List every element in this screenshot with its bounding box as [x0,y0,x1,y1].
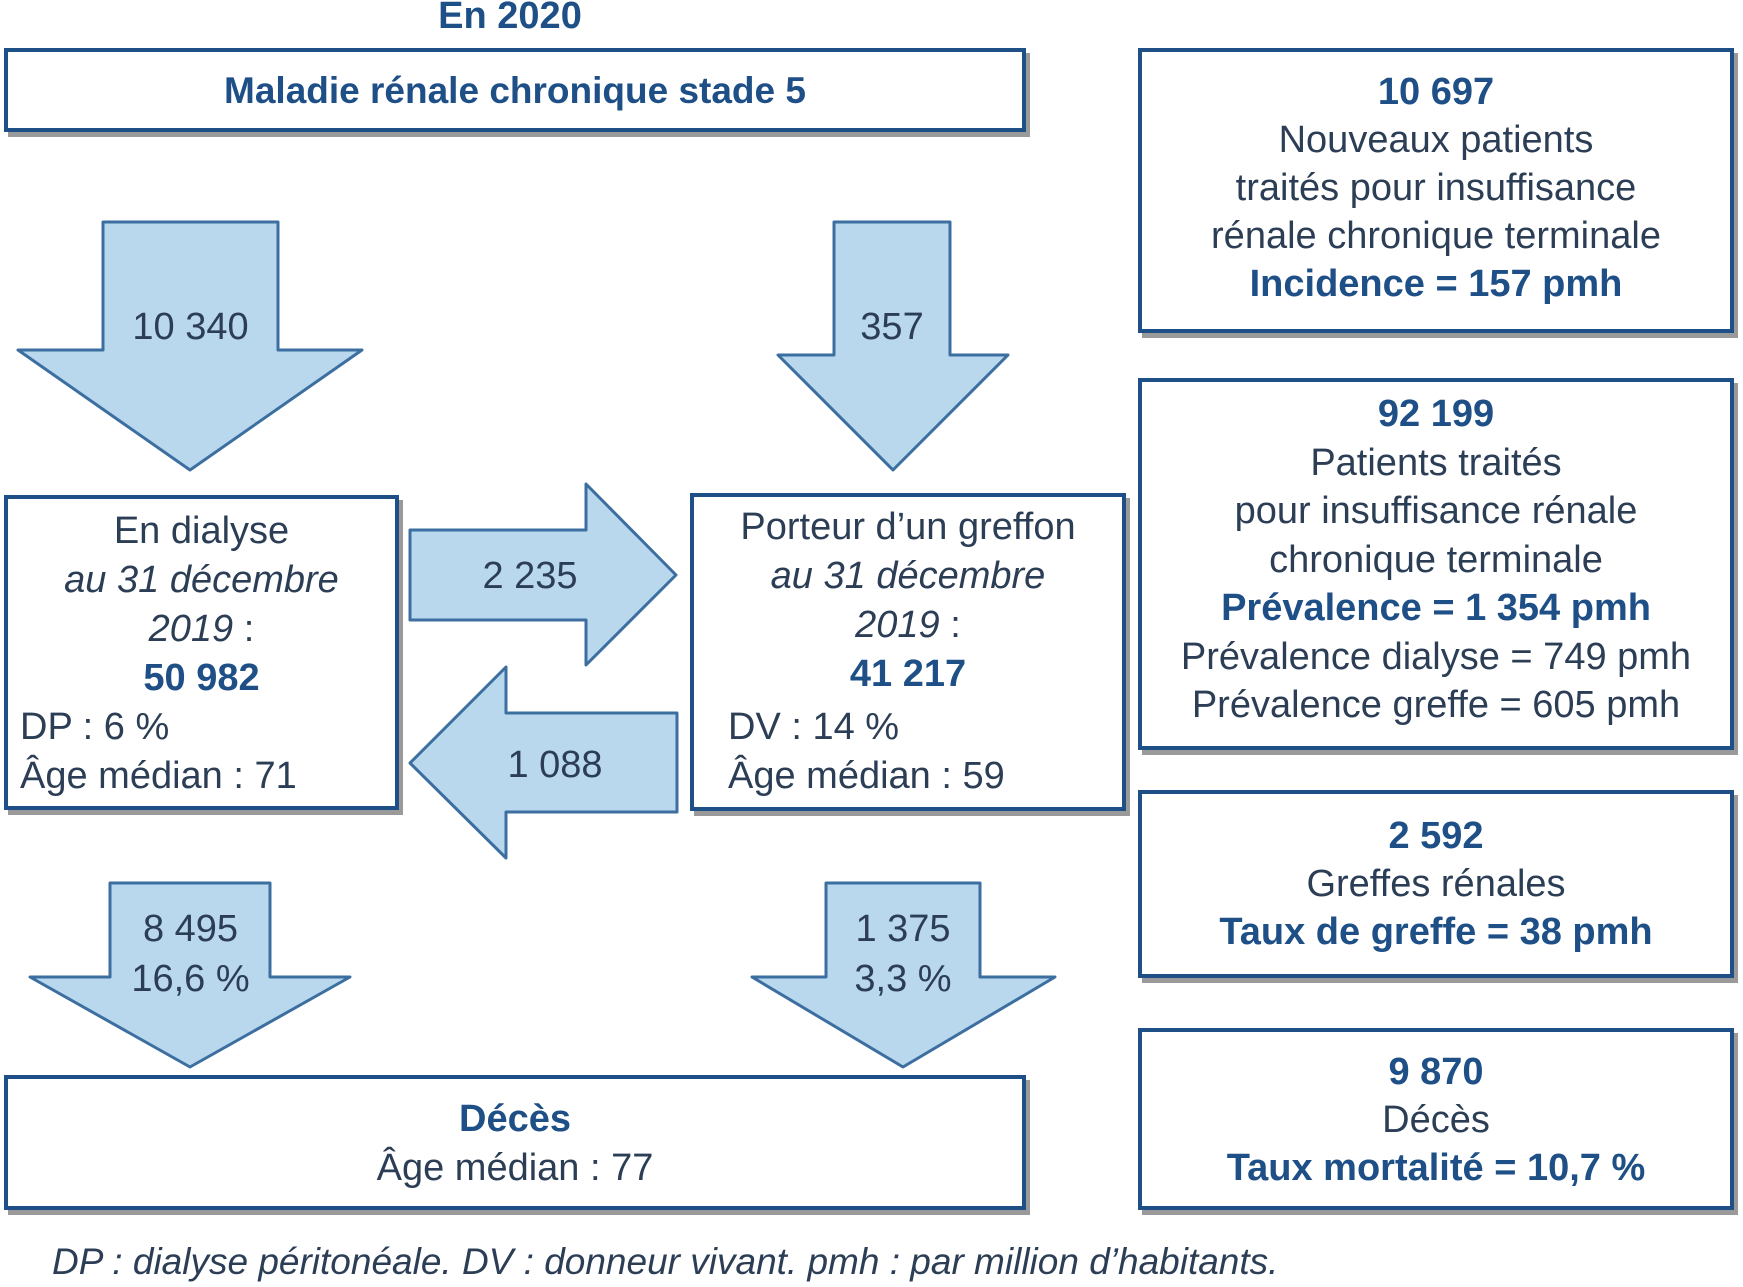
dialysis-title: En dialyse [113,510,290,552]
dialysis-dp: DP : 6 % [20,706,170,748]
prevalence-rate: Prévalence = 1 354 pmh [1221,587,1651,629]
mortality-box: 9 870 Décès Taux mortalité = 10,7 % [1138,1028,1734,1210]
arrow-graft-to-dialysis [408,665,679,860]
graft-deaths-count: 1 375 [855,908,951,950]
deaths-age: Âge médian : 77 [376,1147,654,1189]
incidence-line-3: rénale chronique terminale [1211,215,1661,257]
arrow-label-graft-to-dialysis: 1 088 [507,744,603,786]
graft-date: au 31 décembre [770,555,1046,597]
prevalence-number: 92 199 [1377,393,1495,435]
grafts-number: 2 592 [1388,815,1484,857]
dialysis-count: 50 982 [143,657,260,699]
dialysis-deaths-pct: 16,6 % [131,958,250,1000]
incidence-rate: Incidence = 157 pmh [1249,263,1623,305]
graft-deaths-pct: 3,3 % [854,958,952,1000]
graft-box: Porteur d’un greffon au 31 décembre 2019… [690,493,1126,811]
arrow-label-into-dialysis: 10 340 [132,306,249,348]
incidence-box: 10 697 Nouveaux patients traités pour in… [1138,48,1734,333]
dialysis-year: 2019 [148,608,234,650]
graft-title: Porteur d’un greffon [740,506,1076,548]
ckd-stage5-box: Maladie rénale chronique stade 5 [4,48,1026,132]
dialysis-box: En dialyse au 31 décembre 2019 : 50 982 … [4,495,399,810]
arrow-into-dialysis [16,220,364,472]
footnote: DP : dialyse péritonéale. DV : donneur v… [52,1241,1279,1282]
grafts-box: 2 592 Greffes rénales Taux de greffe = 3… [1138,790,1734,978]
graft-rate: Taux de greffe = 38 pmh [1219,911,1653,953]
prevalence-dialysis: Prévalence dialyse = 749 pmh [1180,635,1692,678]
graft-year: 2019 [855,604,940,646]
dialysis-age: Âge médian : 71 [20,755,297,797]
prevalence-line-1: Patients traités [1310,441,1562,484]
page-title: En 2020 [438,0,582,37]
arrow-label-dialysis-to-graft: 2 235 [482,555,578,597]
arrow-label-dialysis-deaths: 8 495 16,6 % [103,904,278,1004]
graft-dv: DV : 14 % [728,706,900,748]
mortality-rate: Taux mortalité = 10,7 % [1226,1147,1646,1189]
dialysis-deaths-count: 8 495 [142,908,239,950]
prevalence-graft: Prévalence greffe = 605 pmh [1191,684,1681,726]
incidence-line-1: Nouveaux patients [1278,119,1594,161]
arrow-dialysis-to-graft [408,482,678,667]
arrow-dialysis-deaths [28,881,352,1069]
dialysis-date: au 31 décembre [64,559,339,601]
prevalence-line-3: chronique terminale [1269,538,1603,581]
grafts-line-1: Greffes rénales [1306,863,1566,905]
arrow-into-graft [776,220,1010,472]
mortality-number: 9 870 [1388,1051,1484,1093]
arrow-graft-deaths [750,881,1057,1069]
arrow-label-into-graft: 357 [860,306,924,348]
incidence-line-2: traités pour insuffisance [1235,167,1637,209]
deaths-title: Décès [459,1098,571,1140]
prevalence-box: 92 199 Patients traités pour insuffisanc… [1138,378,1734,750]
mortality-line-1: Décès [1382,1099,1490,1141]
deaths-box: Décès Âge médian : 77 [4,1075,1026,1210]
graft-count: 41 217 [849,653,967,695]
incidence-number: 10 697 [1377,71,1495,113]
graft-age: Âge médian : 59 [728,755,1005,797]
prevalence-line-2: pour insuffisance rénale [1234,490,1638,532]
arrow-label-graft-deaths: 1 375 3,3 % [826,904,980,1004]
graft-colon: : [939,604,961,646]
dialysis-colon: : [233,608,255,650]
